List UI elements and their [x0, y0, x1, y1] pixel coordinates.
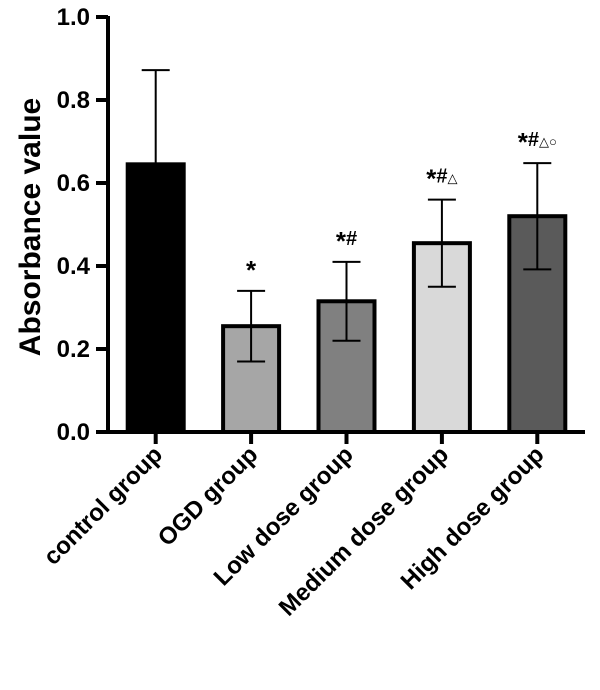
significance-label: * — [246, 255, 257, 285]
axes — [106, 16, 585, 444]
y-tick-label: 0.6 — [57, 170, 90, 197]
significance-labels: * *# *#△ *#△○ — [246, 127, 557, 285]
category-label: control group — [39, 441, 168, 570]
category-label: Medium dose group — [274, 441, 454, 621]
y-tick-label: 0.0 — [57, 419, 90, 446]
y-tick-label: 0.8 — [57, 87, 90, 114]
y-tick-label: 0.2 — [57, 336, 90, 363]
significance-label: *#△○ — [518, 127, 557, 157]
y-tick-label: 1.0 — [57, 4, 90, 31]
y-tick-label: 0.4 — [57, 253, 91, 280]
significance-label: *# — [336, 226, 357, 256]
error-bars — [141, 69, 552, 363]
significance-label: *#△ — [426, 164, 457, 194]
y-axis-title: Absorbance value — [14, 98, 47, 356]
y-axis-ticks: 0.0 0.2 0.4 0.6 0.8 1.0 — [57, 4, 108, 446]
